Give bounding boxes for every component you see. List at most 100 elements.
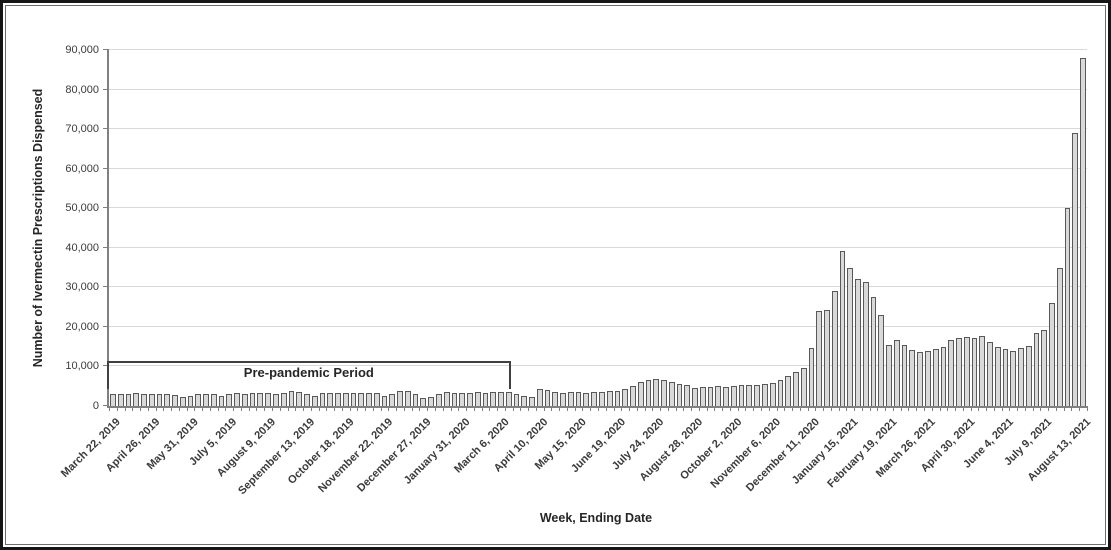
x-axis-tick (349, 406, 351, 411)
bar-week-99 (878, 314, 885, 406)
x-axis-tick (357, 406, 359, 411)
bar-week-124 (1072, 133, 1079, 406)
x-axis-tick (341, 406, 343, 411)
bar-week-107 (940, 347, 947, 406)
x-axis-tick (264, 406, 266, 411)
bar-week-35 (381, 395, 388, 406)
x-axis-tick (303, 406, 305, 411)
pre-pandemic-period-label: Pre-pandemic Period (243, 364, 374, 380)
bar-week-22 (280, 392, 287, 406)
x-axis-tick (714, 406, 716, 411)
bar-week-23 (288, 391, 295, 406)
bar-week-77 (707, 387, 714, 406)
x-axis-tick (1009, 406, 1011, 411)
x-axis-tick (209, 406, 211, 411)
x-axis-tick (869, 406, 871, 411)
x-axis-tick (667, 406, 669, 411)
x-axis-tick (140, 406, 142, 411)
x-tick-label: October 18, 2019 (285, 416, 357, 487)
bar-week-104 (917, 352, 923, 406)
bar-week-52 (513, 393, 520, 406)
bar-week-56 (544, 390, 551, 406)
bar-week-5 (148, 393, 155, 406)
bar-week-1 (117, 393, 124, 406)
x-axis-tick (497, 406, 499, 411)
bar-week-68 (637, 382, 644, 406)
bar-week-53 (521, 396, 528, 406)
x-axis-tick (334, 406, 336, 411)
x-axis-tick (776, 406, 778, 411)
x-tick-label: December 11, 2020 (743, 416, 822, 495)
x-axis-tick (722, 406, 724, 411)
x-axis-tick (535, 406, 537, 411)
x-axis-tick (745, 406, 747, 411)
x-axis-tick (993, 406, 995, 411)
bar-week-105 (925, 351, 931, 406)
x-axis-tick (256, 406, 258, 411)
bar-week-49 (490, 392, 497, 406)
y-tick-label: 70,000 (65, 123, 99, 136)
x-axis-tick (830, 406, 832, 411)
x-axis-tick (202, 406, 204, 411)
bar-week-11 (195, 394, 202, 406)
x-axis-tick (419, 406, 421, 411)
bar-week-115 (1002, 349, 1009, 406)
x-axis-tick (885, 406, 887, 411)
x-axis-tick (838, 406, 840, 411)
gridline (109, 128, 1087, 130)
x-axis-tick (147, 406, 149, 411)
gridline (109, 167, 1087, 169)
bar-week-72 (668, 381, 675, 406)
bar-week-70 (653, 378, 660, 406)
bar-week-27 (319, 393, 326, 406)
bar-week-18 (249, 393, 256, 406)
bar-week-121 (1049, 303, 1055, 406)
gridline (109, 365, 1087, 367)
bar-week-19 (257, 392, 264, 406)
x-axis-tick (194, 406, 196, 411)
bar-week-76 (699, 387, 706, 406)
bar-week-46 (467, 392, 473, 406)
y-axis-tick (103, 207, 109, 209)
x-axis-tick (155, 406, 157, 411)
x-axis-tick (1024, 406, 1026, 411)
x-axis-tick (799, 406, 801, 411)
bar-week-93 (831, 290, 838, 406)
gridline (109, 207, 1087, 209)
x-axis-tick (939, 406, 941, 411)
x-axis-tick (675, 406, 677, 411)
x-axis-tick (559, 406, 561, 411)
gridline (109, 286, 1087, 288)
y-tick-label: 60,000 (65, 162, 99, 175)
bar-week-95 (847, 268, 854, 406)
x-axis-tick (326, 406, 328, 411)
x-axis-tick (598, 406, 599, 411)
x-axis-tick (916, 406, 918, 411)
bar-week-64 (606, 391, 613, 406)
bar-week-60 (575, 392, 582, 406)
x-axis-tick (1032, 406, 1034, 411)
x-axis-tick (504, 406, 506, 411)
x-axis-tick (427, 406, 429, 411)
y-axis-tick (103, 246, 109, 248)
bar-week-84 (762, 383, 768, 406)
x-axis-tick (986, 406, 988, 411)
bar-week-86 (777, 379, 784, 406)
bar-week-47 (474, 392, 481, 406)
x-axis-tick (372, 406, 374, 411)
bar-week-44 (451, 393, 458, 406)
bar-week-102 (901, 345, 908, 406)
x-axis-tick (768, 406, 770, 411)
x-axis-tick (466, 406, 468, 411)
bar-week-8 (172, 394, 178, 406)
x-axis-tick (240, 406, 242, 411)
bar-week-6 (156, 393, 163, 406)
bar-week-57 (552, 392, 559, 406)
x-axis-tick (279, 406, 281, 411)
y-axis-tick (103, 365, 109, 367)
y-tick-label: 40,000 (65, 241, 99, 254)
x-axis-tick (737, 406, 739, 411)
x-axis-tick (178, 406, 180, 411)
plot-area (103, 49, 1088, 411)
bar-week-125 (1080, 57, 1086, 406)
